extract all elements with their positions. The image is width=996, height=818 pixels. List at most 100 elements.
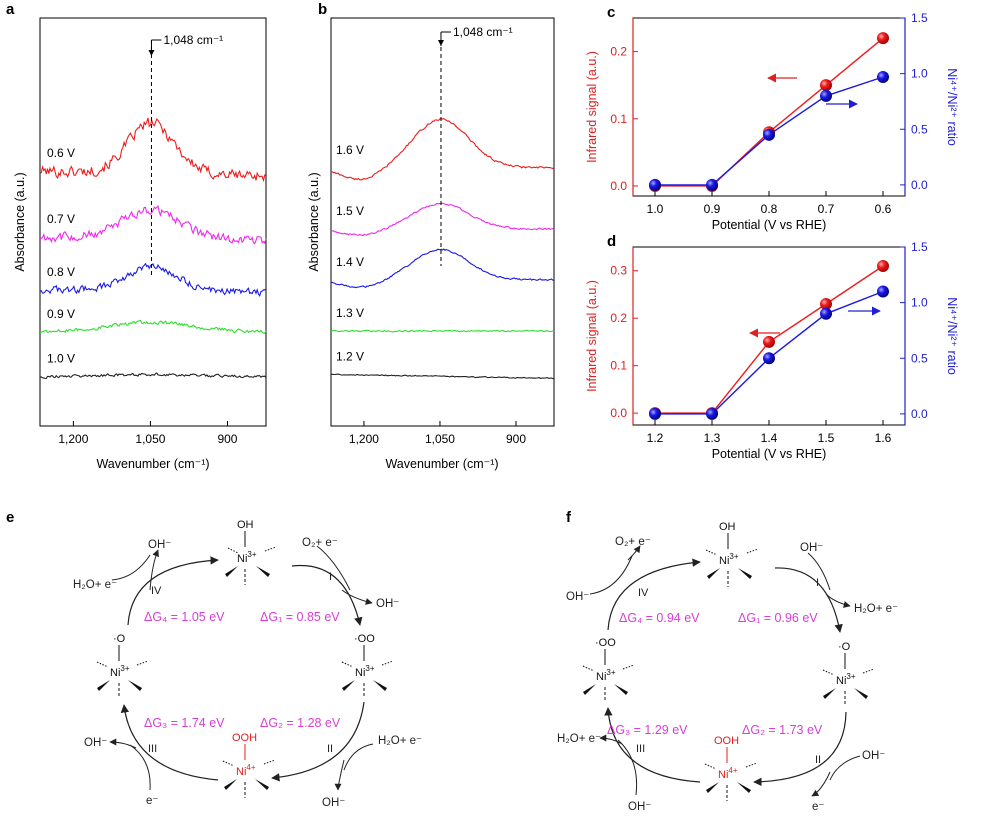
species-group: ·O	[838, 641, 851, 653]
x-tick-label: 1.2	[647, 431, 664, 445]
reactant-in-arrow	[343, 743, 374, 771]
panel-label-e: e	[6, 509, 14, 526]
voltage-labels: 0.6 V 0.7 V 0.8 V 0.9 V 1.0 V	[47, 146, 75, 366]
left-axis-label: Infrared signal (a.u.)	[585, 51, 599, 163]
x-axis-label: Wavenumber (cm⁻¹)	[96, 457, 209, 471]
product-label: OH⁻	[148, 539, 171, 551]
voltage-label: 0.7 V	[47, 212, 75, 226]
step-numeral: I	[329, 571, 332, 583]
species-metal: Ni3+	[355, 664, 375, 679]
peak-marker: 1,048 cm⁻¹	[437, 25, 513, 266]
data-point	[877, 32, 889, 45]
reactant-label: O₂+ e⁻	[302, 537, 338, 549]
panel-label-f: f	[566, 509, 572, 526]
chart-panel-a: Absorbance (a.u.) Wavenumber (cm⁻¹) 1,20…	[13, 17, 267, 471]
delta-g-2: ΔG₂ = 1.28 eV	[260, 716, 341, 730]
voltage-label: 1.5 V	[336, 204, 364, 218]
spectrum-line	[39, 117, 267, 183]
series-line	[655, 37, 884, 187]
panel-label-b: b	[318, 1, 327, 18]
bond	[381, 660, 394, 666]
voltage-label: 1.6 V	[336, 143, 364, 157]
reactant-in-arrow	[829, 755, 861, 781]
product-label: H₂O+ e⁻	[854, 603, 898, 615]
bond	[704, 763, 717, 770]
bond	[622, 664, 635, 670]
bond	[341, 661, 354, 668]
step-arrow-1	[774, 567, 843, 633]
data-point	[763, 128, 775, 141]
step-arrow-2	[753, 711, 847, 787]
chart-panel-c: Infrared signal (a.u.) Ni⁴⁺/Ni²⁺ ratio P…	[585, 11, 959, 232]
x-tick-label: 1,050	[135, 432, 165, 446]
bond	[582, 665, 595, 672]
voltage-label: 1.4 V	[336, 255, 364, 269]
y-tick-label-right: 1.5	[911, 11, 928, 25]
voltage-label: 1.3 V	[336, 306, 364, 320]
wedge-bond	[738, 568, 752, 579]
voltage-label: 0.8 V	[47, 265, 75, 279]
spectrum-line	[330, 117, 555, 181]
species-metal: Ni3+	[237, 550, 257, 565]
reactant-in-arrow	[807, 552, 831, 591]
bond	[822, 669, 835, 676]
spectrum-line	[39, 319, 267, 334]
bond	[862, 668, 875, 674]
peak-arrow-head	[148, 50, 155, 56]
data-point	[820, 89, 832, 102]
y-tick-label-right: 1.0	[911, 296, 928, 310]
bond	[705, 549, 718, 556]
delta-g-4: ΔG₄ = 0.94 eV	[619, 611, 700, 625]
product-out-arrow	[599, 734, 623, 745]
species-top: OH Ni3+	[225, 519, 277, 585]
x-axis-label: Potential (V vs RHE)	[712, 218, 827, 232]
step-arrow-4	[127, 556, 219, 626]
wedge-bond	[256, 566, 270, 577]
reactant-label: OH⁻	[628, 801, 651, 813]
y-tick-label-left: 0.1	[610, 112, 627, 126]
plot-frame	[39, 17, 267, 427]
reactant-label: H₂O+ e⁻	[73, 579, 117, 591]
bond	[96, 661, 109, 668]
y-tick-label-right: 0.0	[911, 178, 928, 192]
spectrum-line	[330, 329, 555, 333]
product-out-arrow	[627, 545, 641, 561]
wedge-bond	[823, 688, 836, 699]
data-point	[763, 335, 775, 348]
peak-label: 1,048 cm⁻¹	[163, 33, 223, 47]
y-axis-label: Absorbance (a.u.)	[13, 172, 27, 271]
data-point	[820, 79, 832, 92]
data-point	[820, 297, 832, 310]
product-label: e⁻	[812, 801, 824, 813]
product-label: OH⁻	[322, 797, 345, 809]
species-top: OH Ni3+	[705, 521, 759, 587]
x-tick-label: 0.6	[875, 202, 892, 216]
reactant-label: OH⁻	[800, 542, 823, 554]
x-axis-label: Potential (V vs RHE)	[712, 447, 827, 461]
x-tick-label: 0.8	[761, 202, 778, 216]
wedge-bond	[373, 680, 387, 691]
x-tick-label: 900	[217, 432, 237, 446]
y-tick-label-left: 0.2	[610, 311, 627, 325]
spectrum-line	[39, 205, 267, 245]
x-tick-label: 1.0	[647, 202, 664, 216]
step-arrow-4	[607, 558, 701, 631]
step-numeral: IV	[151, 585, 162, 597]
wedge-bond	[225, 566, 238, 577]
spectrum-line	[330, 202, 555, 237]
bond	[745, 762, 758, 768]
voltage-labels: 1.6 V 1.5 V 1.4 V 1.3 V 1.2 V	[336, 143, 364, 364]
wedge-bond	[707, 568, 720, 579]
species-group: OH	[237, 519, 254, 531]
x-tick-label: 0.7	[818, 202, 835, 216]
delta-g-1: ΔG₁ = 0.85 eV	[260, 610, 340, 624]
wedge-bond	[97, 680, 110, 691]
reactant-label: OH⁻	[566, 591, 589, 603]
product-out-arrow	[149, 549, 159, 591]
x-ticks: 1,200 1,050 900	[349, 421, 526, 446]
panel-label-c: c	[607, 4, 615, 21]
bond	[227, 547, 239, 554]
data-point	[877, 259, 889, 272]
spectrum-line	[330, 373, 555, 380]
peak-label: 1,048 cm⁻¹	[453, 25, 513, 39]
